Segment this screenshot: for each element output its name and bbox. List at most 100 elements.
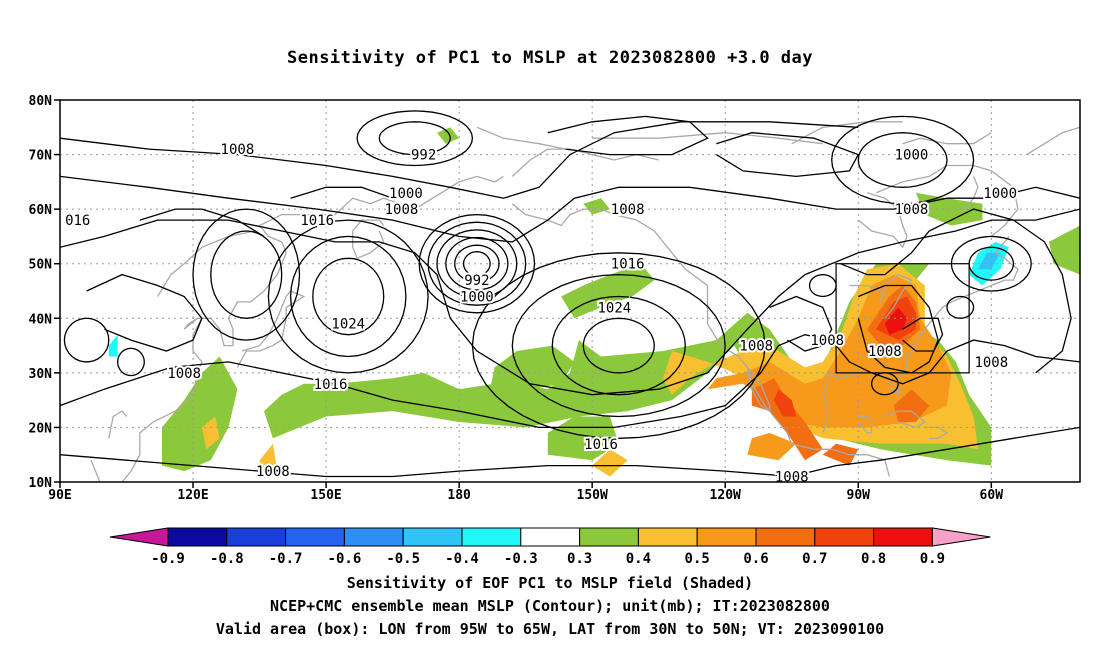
colorbar-bin [873,527,933,547]
contour-label: 1024 [331,317,365,333]
shading-blob-0.6-c [893,389,930,422]
map-title: Sensitivity of PC1 to MSLP at 2023082800… [286,48,813,68]
isobar-open-8 [139,208,265,237]
colorbar-label: -0.9 [151,551,185,567]
axis-labels: 90E 120E 150E 180 150W 120W 90W 60W 80N 70N 60N 50N… [29,94,1004,503]
contour-label: 1008 [974,355,1008,371]
coastline-24 [791,121,903,145]
coastline-20 [108,410,128,439]
contour-label: 1008 [221,142,255,158]
isobar-open-5 [769,295,833,352]
isobar-closed-2 [445,236,509,291]
coastline-22 [476,126,566,150]
isobar-open-3 [60,334,1080,429]
isobar-closed-6 [312,257,385,336]
colorbar-bin [461,527,522,547]
shading-blob-0.3-i [437,127,460,144]
isobar-closed-19 [210,230,283,319]
lat-tick-label: 20N [29,421,53,436]
lon-tick-label: 180 [447,488,471,503]
colorbar-label: -0.5 [386,551,420,567]
isobar-closed-9 [582,317,655,374]
coastline-9 [884,410,926,429]
mslp-contours [60,110,1080,478]
colorbar-label: 0.7 [802,551,827,567]
shading-blob-0.3-g [1049,225,1080,275]
coastline-19 [90,459,101,482]
contour-label: 1008 [385,202,419,218]
contour-label: 1008 [739,339,773,355]
isobar-closed-13 [378,121,451,156]
valid-area-rectangle [835,263,970,374]
isobar-closed-18 [831,115,975,205]
colorbar-bin [755,527,816,547]
isobar-open-1 [60,175,1080,243]
lat-tick-label: 60N [29,203,53,218]
coastline-10 [924,426,949,439]
colorbar-label: 0.4 [626,551,651,567]
lon-tick-label: 60W [980,488,1004,503]
colorbar-label: 0.8 [861,551,886,567]
coastline-16 [1026,126,1080,156]
isobar-closed-11 [511,273,726,418]
colorbar-label: -0.7 [269,551,303,567]
colorbar-bin [343,527,404,547]
colorbar-low-arrow [109,527,169,547]
footer-line-valid-area: Valid area (box): LON from 95W to 65W, L… [215,620,885,638]
isobar-closed-14 [356,110,474,167]
colorbar-bin [814,527,875,547]
contour-label: 1008 [256,464,290,480]
coastline-21 [157,230,256,297]
lat-tick-label: 10N [29,476,53,491]
lon-tick-label: 120E [177,488,208,503]
isobar-closed-8 [267,219,429,374]
isobar-closed-0 [462,251,491,277]
colorbar-label: -0.4 [445,551,479,567]
contour-label: 016 [65,213,90,229]
shading-blob-0.3-c [561,263,655,319]
isobar-closed-22 [117,347,145,377]
colorbar-label: 0.6 [743,551,768,567]
coastline-14 [875,164,1019,237]
isobar-open-11 [715,132,860,178]
footer-line-contour: NCEP+CMC ensemble mean MSLP (Contour); u… [270,597,830,615]
colorbar-label: 0.3 [567,551,592,567]
shading-blob-0.8 [884,307,907,335]
shading-blob-neg-0.4-b [108,334,118,357]
isobar-closed-3 [436,229,518,299]
colorbar-bin [579,527,639,547]
lat-tick-label: 30N [29,367,53,382]
isobar-open-10 [547,115,709,156]
isobar-closed-23 [946,295,975,319]
colorbar-bin [167,527,228,547]
colorbar-high-arrow [931,527,991,547]
coastline-5 [742,361,771,413]
coastline-15 [902,132,992,145]
contour-label: 1008 [868,344,902,360]
contour-label: 1000 [983,186,1017,202]
isobar-open-0 [60,121,859,199]
isobar-open-13 [902,317,944,352]
shading-blob-neg-0.5 [978,252,1001,270]
coastline-18 [112,481,114,482]
colorbar-bin [226,527,287,547]
colorbar-bin [402,527,463,547]
lon-tick-label: 150W [577,488,608,503]
colorbar-label: 0.5 [685,551,710,567]
valid-area-box [835,263,970,374]
colorbar-bin [637,527,698,547]
isobar-closed-4 [427,221,527,306]
contour-label: 1008 [611,202,645,218]
lon-tick-label: 120W [710,488,741,503]
coastline-6 [826,235,1019,397]
shading-blob-0.3-d [490,345,575,390]
lat-tick-label: 80N [29,94,53,109]
contour-label: 1016 [584,437,618,453]
lon-tick-label: 90W [847,488,871,503]
shading-blob-0.4-b [201,416,220,450]
isobar-closed-5 [418,213,536,314]
lon-tick-label: 90E [48,488,71,503]
lon-tick-label: 150E [310,488,341,503]
